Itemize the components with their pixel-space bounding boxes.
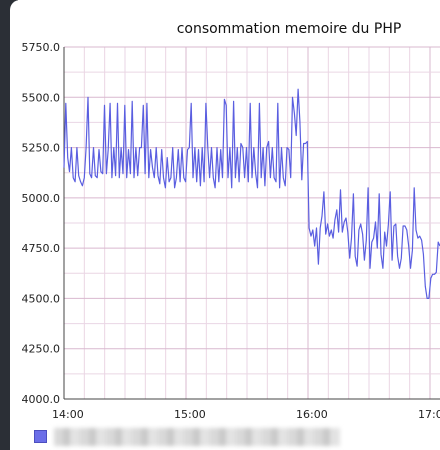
y-tick-label: 4750.0 (22, 242, 61, 255)
y-tick-label: 4000.0 (22, 393, 61, 406)
x-tick-label: 16:00 (296, 408, 328, 421)
x-axis-tick-labels: 14:00 15:00 16:00 17:0 (52, 408, 440, 421)
y-tick-label: 5250.0 (22, 142, 61, 155)
x-tick-label: 17:0 (418, 408, 440, 421)
x-tick-label: 14:00 (52, 408, 84, 421)
chart-panel (10, 0, 440, 450)
y-tick-label: 4500.0 (22, 292, 61, 305)
axes (63, 47, 440, 400)
grid (64, 46, 440, 400)
y-tick-label: 5500.0 (22, 91, 61, 104)
x-tick-label: 15:00 (174, 408, 206, 421)
chart-title: consommation memoire du PHP (177, 21, 402, 37)
series-line (63, 88, 440, 299)
legend (34, 428, 440, 448)
y-tick-label: 4250.0 (22, 343, 61, 356)
window-frame-edge (0, 0, 10, 450)
y-tick-label: 5750.0 (22, 41, 61, 54)
y-tick-label: 5000.0 (22, 192, 61, 205)
series-layer (63, 88, 440, 299)
y-axis-tick-labels: 5750.0 5500.0 5250.0 5000.0 4750.0 4500.0 4250… (22, 41, 61, 406)
legend-label-redacted (54, 428, 340, 446)
legend-swatch (34, 430, 47, 443)
